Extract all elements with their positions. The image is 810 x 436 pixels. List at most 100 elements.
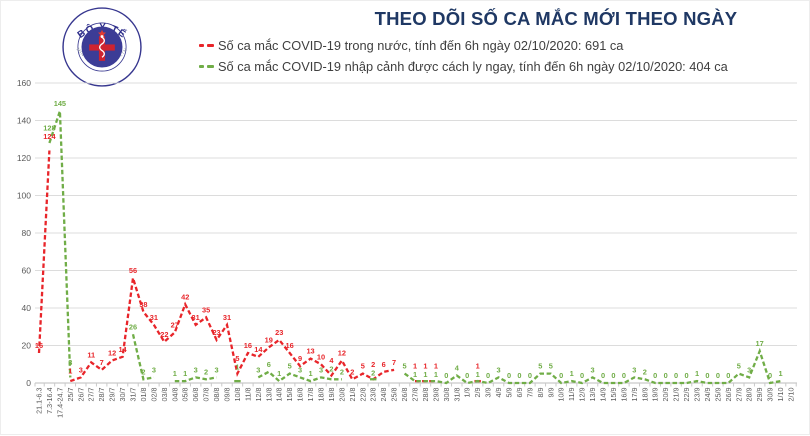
data-label-imported: 0 <box>664 371 668 380</box>
x-tick-label: 16/8 <box>296 388 305 402</box>
x-tick-label: 12/8 <box>254 388 263 402</box>
x-tick-label: 19/8 <box>327 388 336 402</box>
x-tick-label: 17.4-24.7 <box>55 388 64 418</box>
x-tick-label: 07/8 <box>202 388 211 402</box>
data-label-imported: 5 <box>538 362 542 371</box>
y-tick-label: 160 <box>17 78 31 88</box>
red-dash-icon <box>199 43 204 47</box>
data-label-domestic: 1 <box>434 362 438 371</box>
x-tick-label: 04/8 <box>170 388 179 402</box>
y-tick-label: 80 <box>22 228 32 238</box>
y-tick-label: 140 <box>17 116 31 126</box>
red-cross-icon-vertical <box>98 36 106 61</box>
y-tick-label: 40 <box>22 303 32 313</box>
x-tick-label: 20/8 <box>337 388 346 402</box>
data-label-domestic: 22 <box>160 330 168 339</box>
data-label-domestic: 2 <box>350 367 354 376</box>
x-tick-label: 2/9 <box>473 388 482 398</box>
data-label-domestic: 2 <box>371 360 375 369</box>
data-label-imported: 3 <box>152 365 156 374</box>
x-tick-label: 02/8 <box>149 388 158 402</box>
data-label-domestic: 10 <box>317 352 325 361</box>
data-label-imported: 5 <box>737 362 741 371</box>
data-label-imported: 3 <box>298 365 302 374</box>
x-tick-label: 4/9 <box>494 388 503 398</box>
data-label-imported: 1 <box>308 369 312 378</box>
data-label-imported: 2 <box>141 367 145 376</box>
x-tick-label: 24/8 <box>379 388 388 402</box>
data-label-domestic: 124 <box>43 132 56 141</box>
data-label-domestic: 31 <box>150 313 158 322</box>
asclepius-staff-icon <box>99 36 105 58</box>
data-label-imported: 128 <box>43 124 55 133</box>
data-label-imported: 1 <box>778 369 782 378</box>
x-tick-label: 21/9 <box>672 388 681 402</box>
legend-item-imported: Số ca mắc COVID-19 nhập cảnh được cách l… <box>199 58 728 74</box>
data-label-imported: 2 <box>371 368 375 377</box>
green-dash-icon <box>199 64 204 68</box>
x-tick-label: 27/8 <box>411 388 420 402</box>
data-label-imported: 0 <box>684 371 688 380</box>
data-label-domestic: 13 <box>306 347 314 356</box>
x-tick-label: 26/7 <box>76 388 85 402</box>
data-label-imported: 0 <box>726 371 730 380</box>
x-tick-label: 10/9 <box>557 388 566 402</box>
red-dash-icon <box>207 43 214 47</box>
data-label-imported: 1 <box>183 369 187 378</box>
x-tick-label: 9/9 <box>546 388 555 398</box>
data-label-domestic: 16 <box>244 341 252 350</box>
x-tick-label: 29/9 <box>755 388 764 402</box>
data-label-imported: 0 <box>611 371 615 380</box>
data-label-domestic: 14 <box>118 345 127 354</box>
x-tick-label: 30/9 <box>766 388 775 402</box>
data-label-domestic: 16 <box>286 341 294 350</box>
data-label-imported: 0 <box>705 371 709 380</box>
data-label-imported: 2 <box>340 367 344 376</box>
x-tick-label: 7.3-16.4 <box>45 387 54 413</box>
x-tick-label: 28/7 <box>97 388 106 402</box>
x-tick-label: 08/8 <box>212 388 221 402</box>
data-label-imported: 3 <box>256 365 260 374</box>
data-label-imported: 145 <box>54 99 66 108</box>
data-label-imported: 0 <box>768 371 772 380</box>
legend-label: Số ca mắc COVID-19 nhập cảnh được cách l… <box>218 58 728 74</box>
x-tick-label: 18/8 <box>317 388 326 402</box>
x-tick-label: 18/9 <box>640 388 649 402</box>
data-label-domestic: 35 <box>202 305 210 314</box>
x-tick-label: 30/8 <box>442 388 451 402</box>
logo-inner-ring <box>77 22 127 72</box>
data-label-imported: 0 <box>528 371 532 380</box>
data-label-domestic: 19 <box>265 335 273 344</box>
data-label-domestic: 5 <box>235 354 239 363</box>
x-tick-label: 17/8 <box>306 388 315 402</box>
x-tick-label: 24/9 <box>703 388 712 402</box>
green-dash-icon <box>207 64 214 68</box>
data-label-imported: 26 <box>129 322 137 331</box>
x-tick-label: 17/9 <box>630 388 639 402</box>
data-label-imported: 4 <box>455 364 460 373</box>
x-tick-label: 22/8 <box>358 388 367 402</box>
x-tick-label: 19/9 <box>651 388 660 402</box>
x-tick-label: 29/8 <box>431 388 440 402</box>
x-tick-label: 28/8 <box>421 388 430 402</box>
x-tick-label: 30/7 <box>118 388 127 402</box>
data-label-imported: 5 <box>288 362 292 371</box>
data-label-domestic: 1 <box>413 362 417 371</box>
data-label-imported: 1 <box>413 370 417 379</box>
x-tick-label: 22/9 <box>682 388 691 402</box>
data-label-imported: 3 <box>496 365 500 374</box>
data-label-imported: 0 <box>444 371 448 380</box>
data-label-imported: 3 <box>319 365 323 374</box>
x-tick-label: 3/9 <box>484 388 493 398</box>
y-tick-label: 60 <box>22 266 32 276</box>
x-tick-label: 23/8 <box>369 388 378 402</box>
data-label-imported: 1 <box>423 370 427 379</box>
data-label-imported: 17 <box>756 339 764 348</box>
x-tick-label: 16/9 <box>619 388 628 402</box>
data-label-domestic: 27 <box>171 320 179 329</box>
data-label-domestic: 1 <box>68 366 72 375</box>
x-tick-label: 13/9 <box>588 388 597 402</box>
x-tick-label: 01/8 <box>139 388 148 402</box>
x-tick-label: 27/9 <box>734 388 743 402</box>
